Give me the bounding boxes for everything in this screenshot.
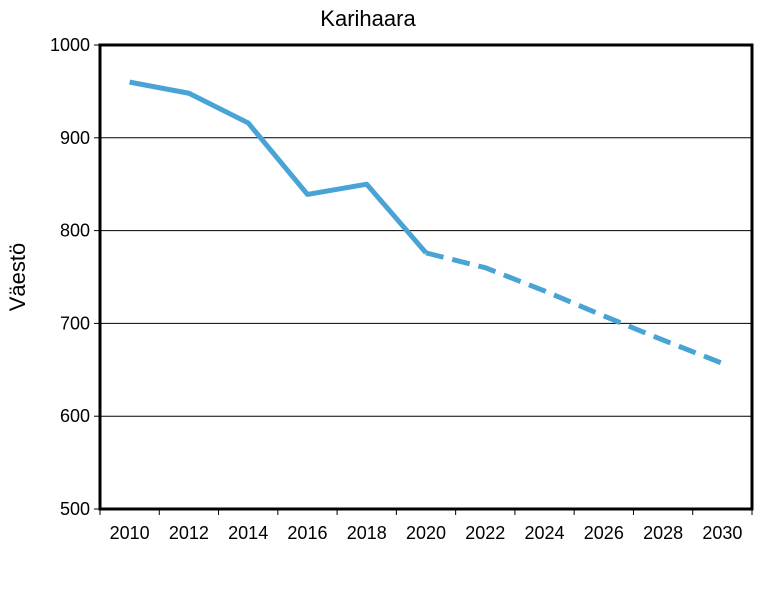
- x-tick-label: 2010: [110, 523, 150, 543]
- y-tick-label: 500: [60, 499, 90, 519]
- y-axis-ticks: 500 600 700 800 900 1000: [50, 35, 100, 519]
- y-tick-label: 600: [60, 406, 90, 426]
- x-tick-label: 2030: [702, 523, 742, 543]
- chart-title: Karihaara: [320, 6, 416, 31]
- series-line-actual: [129, 79, 428, 255]
- x-axis-ticks: 2010 2012 2014 2016 2018 2020 2022 2024 2026 2028…: [99, 509, 753, 543]
- y-tick-label: 900: [60, 128, 90, 148]
- y-tick-label: 800: [60, 221, 90, 241]
- series-lines: [129, 79, 724, 366]
- gridlines: [100, 137, 752, 417]
- x-tick-label: 2020: [406, 523, 446, 543]
- y-tick-label: 700: [60, 313, 90, 333]
- x-tick-label: 2026: [584, 523, 624, 543]
- x-tick-label: 2024: [525, 523, 565, 543]
- x-tick-label: 2022: [465, 523, 505, 543]
- y-tick-label: 1000: [50, 35, 90, 55]
- x-tick-label: 2014: [228, 523, 268, 543]
- series-line-forecast: [425, 250, 724, 366]
- x-tick-label: 2016: [287, 523, 327, 543]
- x-tick-label: 2028: [643, 523, 683, 543]
- x-tick-label: 2012: [169, 523, 209, 543]
- x-tick-label: 2018: [347, 523, 387, 543]
- plot-frame: [98, 43, 754, 511]
